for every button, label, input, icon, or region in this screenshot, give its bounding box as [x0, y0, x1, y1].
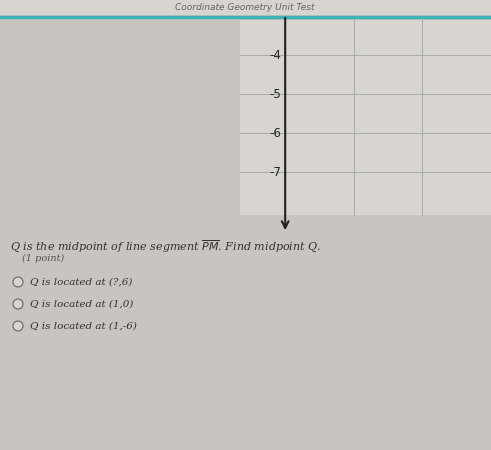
Text: -7: -7	[269, 166, 281, 179]
Text: -4: -4	[269, 49, 281, 62]
Text: (1 point): (1 point)	[22, 254, 64, 263]
Text: Coordinate Geometry Unit Test: Coordinate Geometry Unit Test	[175, 4, 315, 13]
Text: Q is located at (?,6): Q is located at (?,6)	[30, 278, 133, 287]
Text: -6: -6	[269, 126, 281, 140]
Text: Q is the midpoint of line segment $\overline{PM}$. Find midpoint Q.: Q is the midpoint of line segment $\over…	[10, 238, 322, 254]
Text: Q is located at (1,-6): Q is located at (1,-6)	[30, 321, 137, 330]
Circle shape	[13, 299, 23, 309]
FancyBboxPatch shape	[0, 0, 491, 15]
Text: Q is located at (1,0): Q is located at (1,0)	[30, 300, 134, 309]
Circle shape	[13, 277, 23, 287]
FancyBboxPatch shape	[240, 20, 491, 215]
Circle shape	[13, 321, 23, 331]
Text: -5: -5	[270, 88, 281, 101]
